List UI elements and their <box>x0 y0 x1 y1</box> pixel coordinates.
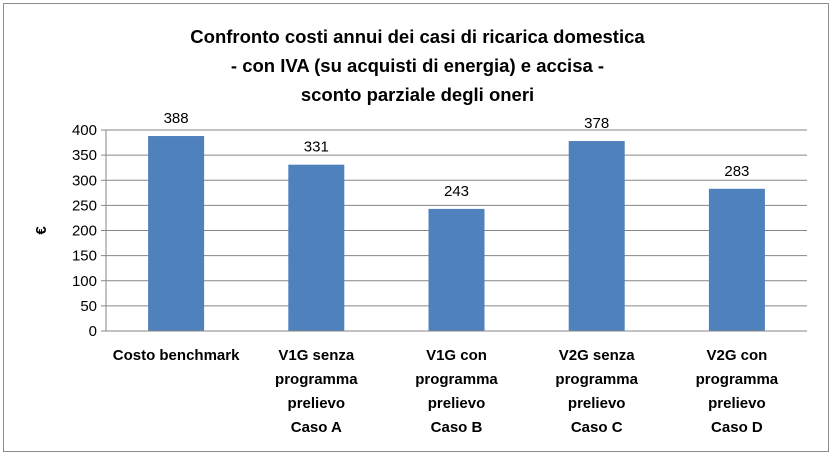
chart-title-line-3: sconto parziale degli oneri <box>300 84 535 105</box>
chart-title-line-2: - con IVA (su acquisti di energia) e acc… <box>230 55 605 76</box>
category-label: programma <box>275 371 358 388</box>
data-label: 378 <box>584 115 609 132</box>
category-label: Costo benchmark <box>113 347 240 364</box>
bar <box>708 188 765 331</box>
category-label: V1G con <box>426 347 487 364</box>
y-tick-label: 200 <box>72 223 97 240</box>
y-tick-label: 150 <box>72 248 97 265</box>
category-label: Caso C <box>571 419 623 436</box>
data-label: 331 <box>304 139 329 156</box>
data-label: 283 <box>724 163 749 180</box>
y-tick-label: 50 <box>80 298 97 315</box>
y-tick-label: 100 <box>72 273 97 290</box>
y-axis-label: € <box>33 226 50 235</box>
chart-title: Confronto costi annui dei casi di ricari… <box>0 22 835 109</box>
category-label: V1G senza <box>278 347 355 364</box>
category-label: prelievo <box>428 395 486 412</box>
category-label: prelievo <box>708 395 766 412</box>
bar <box>148 136 205 331</box>
bar <box>568 141 625 331</box>
chart-frame <box>3 3 829 452</box>
category-label: programma <box>696 371 779 388</box>
category-label: prelievo <box>288 395 346 412</box>
bar <box>428 208 485 331</box>
y-tick-label: 300 <box>72 172 97 189</box>
data-label: 388 <box>164 110 189 127</box>
y-tick-label: 250 <box>72 197 97 214</box>
category-label: Caso B <box>431 419 483 436</box>
category-label: Caso A <box>291 419 342 436</box>
data-label: 243 <box>444 183 469 200</box>
category-label: programma <box>415 371 498 388</box>
bar <box>288 164 345 331</box>
y-tick-label: 400 <box>72 122 97 139</box>
y-tick-label: 350 <box>72 147 97 164</box>
category-label: programma <box>555 371 638 388</box>
y-tick-label: 0 <box>89 323 97 340</box>
category-label: Caso D <box>711 419 763 436</box>
category-label: V2G senza <box>559 347 636 364</box>
category-label: prelievo <box>568 395 626 412</box>
chart-title-line-1: Confronto costi annui dei casi di ricari… <box>190 26 645 47</box>
category-label: V2G con <box>706 347 767 364</box>
